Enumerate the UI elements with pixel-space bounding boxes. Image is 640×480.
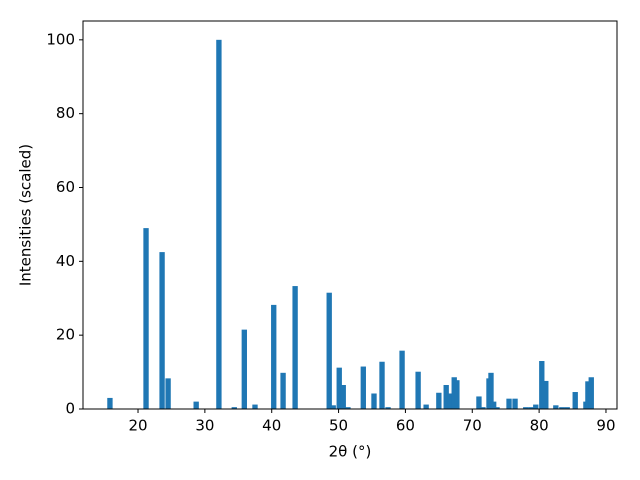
bar: [379, 361, 385, 409]
x-tick-label: 90: [596, 417, 615, 435]
bar: [423, 404, 429, 409]
x-tick-label: 30: [195, 417, 214, 435]
bar: [345, 407, 351, 409]
x-tick-label: 20: [128, 417, 147, 435]
y-axis-label: Intensities (scaled): [17, 144, 35, 286]
bar: [216, 39, 222, 409]
bar: [443, 385, 449, 409]
bar: [107, 397, 113, 409]
bar: [436, 392, 442, 409]
y-tick-label: 20: [56, 326, 75, 344]
x-tick-label: 70: [463, 417, 482, 435]
bar: [271, 304, 277, 409]
bar: [360, 366, 366, 409]
bar: [528, 407, 534, 409]
bar: [490, 401, 497, 409]
bar: [165, 378, 171, 409]
x-tick-label: 60: [396, 417, 415, 435]
bar: [543, 380, 549, 409]
bar: [559, 407, 565, 409]
bar: [572, 392, 578, 409]
x-axis-label: 2θ (°): [329, 443, 372, 461]
bar: [523, 407, 529, 409]
bar: [385, 407, 391, 409]
bar: [280, 372, 286, 409]
plot-frame: [82, 20, 618, 410]
bar: [326, 292, 332, 409]
x-tick-label: 80: [530, 417, 549, 435]
bar: [564, 407, 570, 409]
bar: [292, 286, 298, 409]
bar: [193, 401, 199, 409]
bar: [159, 252, 165, 409]
bar: [252, 404, 258, 409]
bar: [330, 405, 336, 409]
bar: [585, 381, 591, 409]
x-tick-label: 50: [329, 417, 348, 435]
bar: [512, 398, 518, 409]
bar: [476, 396, 482, 409]
bar: [506, 398, 512, 409]
bar: [447, 393, 453, 409]
bar: [143, 228, 149, 409]
bar: [480, 407, 486, 409]
bar: [539, 361, 545, 409]
bar: [241, 329, 247, 409]
bar: [415, 371, 421, 409]
bar: [336, 367, 342, 409]
bar: [340, 385, 346, 409]
y-tick-label: 0: [65, 400, 75, 418]
x-tick-label: 40: [262, 417, 281, 435]
y-tick-label: 80: [56, 104, 75, 122]
bar: [454, 380, 460, 409]
bar: [231, 407, 237, 409]
bar: [371, 393, 377, 409]
y-tick-label: 100: [46, 30, 75, 48]
bar: [494, 407, 500, 409]
bar: [533, 404, 539, 409]
bar: [588, 377, 594, 409]
bar: [399, 350, 405, 409]
y-tick-label: 60: [56, 178, 75, 196]
bar: [488, 372, 494, 409]
bar: [553, 405, 559, 409]
y-tick-label: 40: [56, 252, 75, 270]
